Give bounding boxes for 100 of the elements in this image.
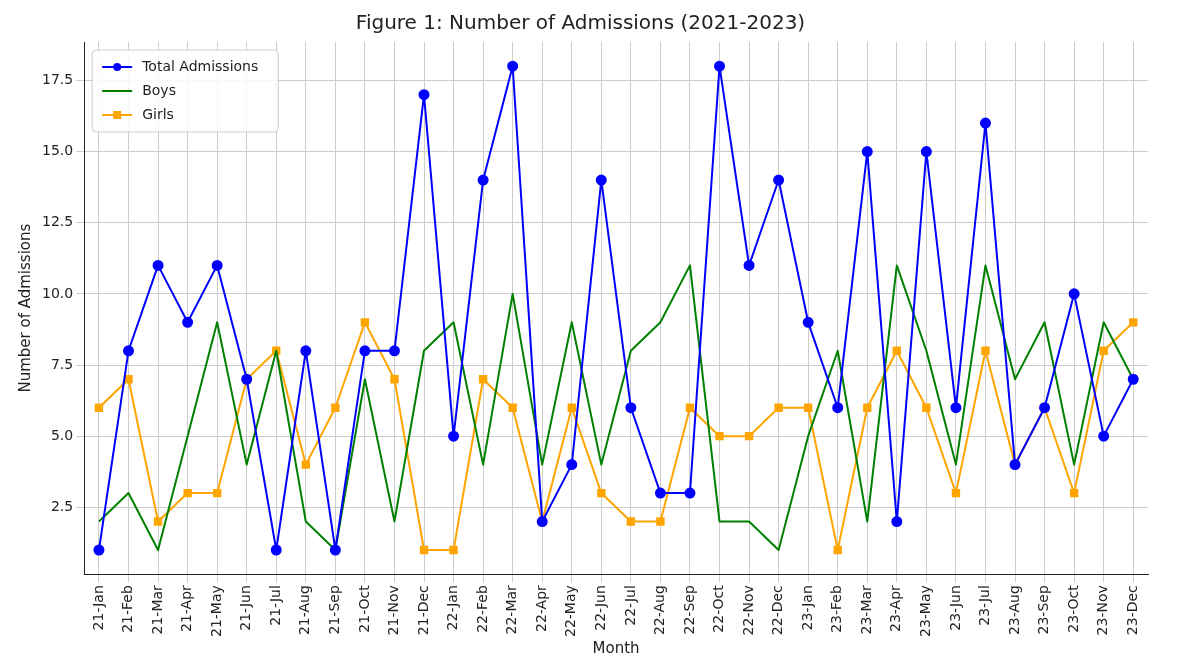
legend-label: Boys <box>142 81 176 98</box>
point <box>654 487 666 499</box>
point <box>449 545 458 555</box>
x-tick-label: 23-Jul <box>976 585 993 626</box>
point <box>478 375 488 384</box>
point <box>891 516 903 528</box>
point <box>93 544 105 556</box>
point <box>685 403 695 412</box>
x-tick-label: 23-Nov <box>1094 585 1111 636</box>
point <box>94 403 104 412</box>
point <box>329 544 341 556</box>
point <box>211 259 223 271</box>
point <box>744 431 754 441</box>
x-tick-label: 21-Mar <box>148 584 165 635</box>
y-tick-label: 15.0 <box>42 142 74 159</box>
point <box>1098 430 1110 442</box>
x-tick-label: 21-Jun <box>237 585 254 631</box>
x-tick-label: 21-Feb <box>119 585 136 633</box>
point <box>626 517 636 526</box>
point <box>861 146 873 158</box>
x-tick-label: 22-May <box>562 585 579 637</box>
point <box>388 345 400 357</box>
point <box>625 402 637 414</box>
point <box>803 403 813 412</box>
point <box>301 460 310 469</box>
x-tick-label: 21-May <box>207 585 224 637</box>
point <box>684 487 696 499</box>
x-tick-label: 22-Feb <box>473 585 490 633</box>
x-tick-label: 23-Feb <box>828 585 845 633</box>
point <box>832 402 844 414</box>
x-tick-label: 21-Jul <box>266 585 283 626</box>
point <box>656 517 665 526</box>
point <box>920 146 932 158</box>
x-tick-label: 23-May <box>917 585 934 637</box>
y-tick-label: 2.5 <box>50 497 74 514</box>
x-tick-label: 22-Mar <box>503 584 520 635</box>
x-axis-title: Month <box>592 638 640 657</box>
x-tick-label: 22-Nov <box>739 585 756 636</box>
x-tick-label: 23-Apr <box>887 584 904 632</box>
chart-title: Figure 1: Number of Admissions (2021-2023) <box>355 10 806 35</box>
point <box>595 174 607 186</box>
point <box>270 544 282 556</box>
point <box>981 346 990 355</box>
x-tick-label: 22-Dec <box>769 585 786 636</box>
x-tick-label: 22-Jun <box>591 585 608 631</box>
x-tick-label: 21-Oct <box>355 584 372 633</box>
y-axis-title: Number of Admissions <box>15 223 34 393</box>
y-tick-label: 12.5 <box>42 213 74 230</box>
point <box>477 174 489 186</box>
y-tick-label: 5.0 <box>50 426 74 443</box>
x-tick-label: 22-Jul <box>621 585 638 626</box>
point <box>300 345 312 357</box>
x-tick-label: 22-Oct <box>710 584 727 633</box>
point <box>566 459 578 471</box>
point <box>1129 318 1138 327</box>
x-tick-label: 23-Jun <box>946 585 963 631</box>
point <box>390 375 399 384</box>
point <box>359 345 371 357</box>
point <box>950 402 962 414</box>
x-tick-label: 23-Aug <box>1005 585 1022 636</box>
point <box>418 89 430 101</box>
point <box>1099 346 1108 355</box>
x-tick-label: 21-Jan <box>89 585 106 631</box>
x-tick-label: 21-Dec <box>414 585 431 636</box>
point <box>802 316 814 328</box>
y-tick-label: 10.0 <box>42 284 74 301</box>
point <box>419 545 429 555</box>
point <box>597 488 606 498</box>
point <box>448 430 460 442</box>
point <box>123 345 134 357</box>
x-tick-label: 21-Nov <box>385 585 402 636</box>
point <box>979 117 991 129</box>
point <box>922 403 931 412</box>
x-tick-label: 23-Mar <box>857 584 874 635</box>
legend-label: Total Admissions <box>141 57 259 74</box>
point <box>331 403 340 412</box>
point <box>951 488 961 498</box>
x-tick-label: 23-Jan <box>798 585 815 631</box>
x-tick-label: 22-Jan <box>444 585 461 631</box>
point <box>714 60 726 72</box>
x-tick-label: 23-Dec <box>1123 585 1140 636</box>
x-tick-label: 23-Sep <box>1035 585 1052 635</box>
point <box>124 375 133 384</box>
x-tick-label: 21-Apr <box>178 584 195 632</box>
point <box>892 346 901 355</box>
point <box>743 259 755 271</box>
point <box>567 403 576 412</box>
point <box>1068 288 1080 300</box>
point <box>1127 373 1139 385</box>
point <box>153 517 163 526</box>
y-tick-label: 7.5 <box>50 355 74 372</box>
x-tick-label: 22-Apr <box>532 584 549 632</box>
point <box>508 403 517 412</box>
x-tick-label: 23-Oct <box>1064 584 1081 633</box>
point <box>507 60 519 72</box>
point <box>182 316 194 328</box>
point <box>152 259 164 271</box>
y-tick-label: 17.5 <box>42 71 74 88</box>
point <box>833 545 842 555</box>
legend-label: Girls <box>142 105 174 122</box>
